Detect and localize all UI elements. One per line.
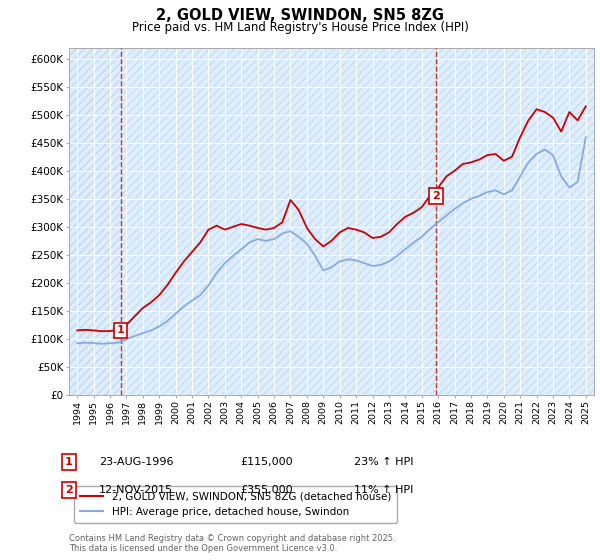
Bar [69, 48, 118, 395]
Text: 2: 2 [65, 485, 73, 495]
Text: 2: 2 [432, 191, 440, 201]
Text: £115,000: £115,000 [240, 457, 293, 467]
Text: £355,000: £355,000 [240, 485, 293, 495]
Text: 1: 1 [117, 325, 125, 335]
Text: 2, GOLD VIEW, SWINDON, SN5 8ZG: 2, GOLD VIEW, SWINDON, SN5 8ZG [156, 8, 444, 24]
Text: 12-NOV-2015: 12-NOV-2015 [99, 485, 173, 495]
Text: Price paid vs. HM Land Registry's House Price Index (HPI): Price paid vs. HM Land Registry's House … [131, 21, 469, 34]
Text: 1: 1 [65, 457, 73, 467]
Text: Contains HM Land Registry data © Crown copyright and database right 2025.
This d: Contains HM Land Registry data © Crown c… [69, 534, 395, 553]
Legend: 2, GOLD VIEW, SWINDON, SN5 8ZG (detached house), HPI: Average price, detached ho: 2, GOLD VIEW, SWINDON, SN5 8ZG (detached… [74, 486, 397, 523]
Text: 23% ↑ HPI: 23% ↑ HPI [354, 457, 413, 467]
Text: 23-AUG-1996: 23-AUG-1996 [99, 457, 173, 467]
Text: 11% ↑ HPI: 11% ↑ HPI [354, 485, 413, 495]
